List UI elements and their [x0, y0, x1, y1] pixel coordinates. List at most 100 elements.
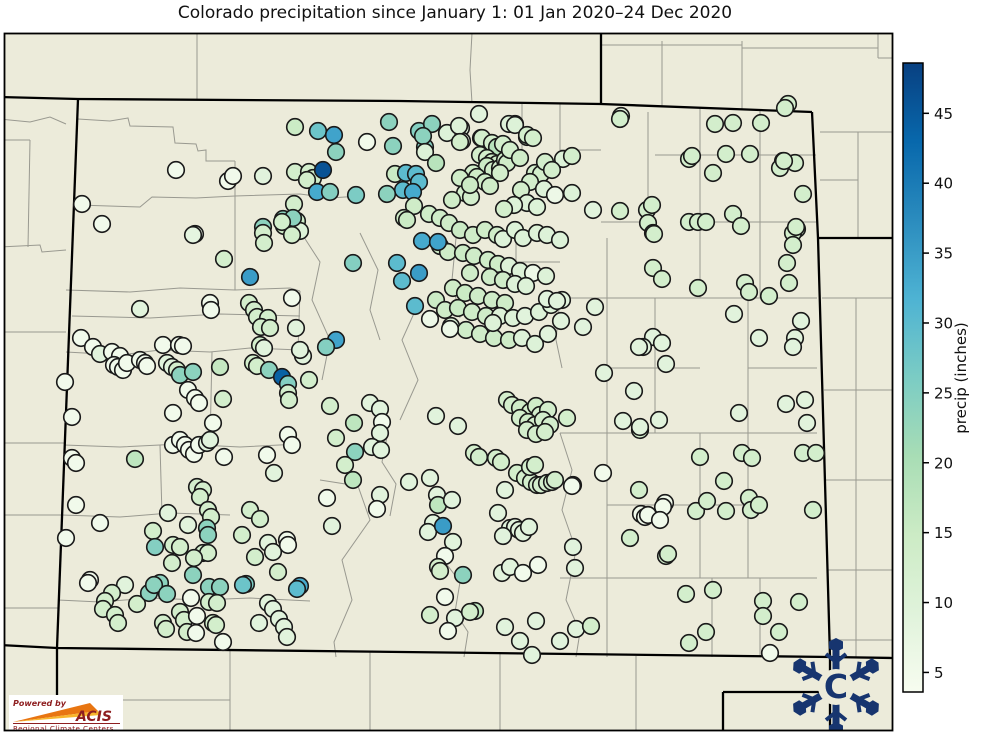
station-dot	[412, 231, 432, 251]
station-dot	[346, 185, 366, 205]
station-dot	[405, 296, 425, 316]
station-dot	[676, 584, 696, 604]
station-dot	[528, 555, 548, 575]
station-dot	[652, 269, 672, 289]
station-dot	[522, 645, 542, 665]
colorbar-ticks: 5 10 15 20 25 30 35 40 45	[923, 105, 953, 682]
station-dot	[705, 114, 725, 134]
station-dot	[183, 565, 203, 585]
station-dot	[716, 144, 736, 164]
station-dot	[450, 132, 470, 152]
station-dot	[426, 153, 446, 173]
station-dot	[422, 114, 442, 134]
station-dot	[282, 435, 302, 455]
station-dot	[268, 562, 288, 582]
station-dot	[656, 354, 676, 374]
station-dot	[620, 528, 640, 548]
station-dot	[644, 224, 664, 244]
station-dot	[254, 233, 274, 253]
station-dot	[550, 230, 570, 250]
station-dot	[254, 338, 274, 358]
station-dot	[130, 299, 150, 319]
station-dot	[286, 318, 306, 338]
colorbar-tick-label: 25	[934, 384, 953, 402]
station-dot	[526, 611, 546, 631]
station-dot	[510, 148, 530, 168]
station-dot	[66, 495, 86, 515]
station-dot	[629, 337, 649, 357]
station-dot	[550, 631, 570, 651]
station-dot	[759, 286, 779, 306]
station-dot	[426, 406, 446, 426]
acis-name-label: ACIS	[75, 709, 112, 725]
station-dot	[183, 362, 203, 382]
station-dot	[562, 183, 582, 203]
station-dot	[724, 304, 744, 324]
colorbar-tick-label: 10	[934, 594, 953, 612]
station-dot	[658, 544, 678, 564]
station-dot	[480, 176, 500, 196]
station-dot	[777, 253, 797, 273]
station-dot	[413, 126, 433, 146]
station-dot	[433, 516, 453, 536]
station-dot	[535, 422, 555, 442]
station-dot	[326, 428, 346, 448]
colorbar-tick-label: 35	[934, 245, 953, 263]
snowflake-center-disc	[818, 669, 854, 705]
station-dot	[282, 225, 302, 245]
station-dot	[263, 542, 283, 562]
station-dot	[214, 249, 234, 269]
station-dot	[322, 516, 342, 536]
station-dot	[797, 413, 817, 433]
station-dot	[460, 602, 480, 622]
station-dot	[793, 184, 813, 204]
station-dot	[257, 445, 277, 465]
station-dot	[581, 616, 601, 636]
station-dot	[742, 448, 762, 468]
station-dot	[786, 217, 806, 237]
station-dot	[72, 194, 92, 214]
station-dot	[62, 407, 82, 427]
station-dot	[806, 443, 826, 463]
snowflake-letter: C	[824, 667, 848, 706]
station-dot	[545, 470, 565, 490]
station-dot	[290, 340, 310, 360]
station-dot	[789, 592, 809, 612]
station-dot	[127, 594, 147, 614]
station-dot	[178, 515, 198, 535]
acis-logo: Powered by ACIS Regional Climate Centers	[9, 695, 123, 731]
station-dot	[442, 490, 462, 510]
station-dot	[493, 526, 513, 546]
station-dot	[249, 613, 269, 633]
station-dot	[513, 563, 533, 583]
station-dot	[697, 491, 717, 511]
station-dot	[690, 447, 710, 467]
station-dot	[723, 113, 743, 133]
station-dot	[206, 615, 226, 635]
station-dot	[448, 416, 468, 436]
station-dot	[563, 537, 583, 557]
station-dot	[440, 319, 460, 339]
station-dot	[483, 313, 503, 333]
station-dot	[420, 468, 440, 488]
station-dot	[594, 363, 614, 383]
station-dot	[343, 470, 363, 490]
station-dot	[753, 591, 773, 611]
state-borders-layer	[4, 33, 893, 731]
station-dot	[443, 532, 463, 552]
station-dot	[198, 525, 218, 545]
station-dot	[547, 291, 567, 311]
station-dot	[484, 328, 504, 348]
station-dot	[90, 513, 110, 533]
plot-frame	[3, 32, 894, 732]
station-dot	[562, 476, 582, 496]
station-dot	[253, 166, 273, 186]
station-dot	[56, 528, 76, 548]
station-dot	[278, 535, 298, 555]
station-dot	[650, 510, 670, 530]
station-dot	[630, 417, 650, 437]
station-dot	[774, 151, 794, 171]
station-dot	[510, 631, 530, 651]
station-dot	[749, 328, 769, 348]
